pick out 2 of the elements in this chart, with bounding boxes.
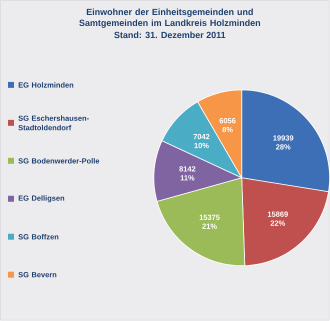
chart-title: Einwohner der Einheitsgemeinden und Samtgemeinden im Landkreis Holzminden xyxy=(79,8,260,28)
chart-subtitle: Stand: 31. Dezember 2011 xyxy=(114,32,226,38)
